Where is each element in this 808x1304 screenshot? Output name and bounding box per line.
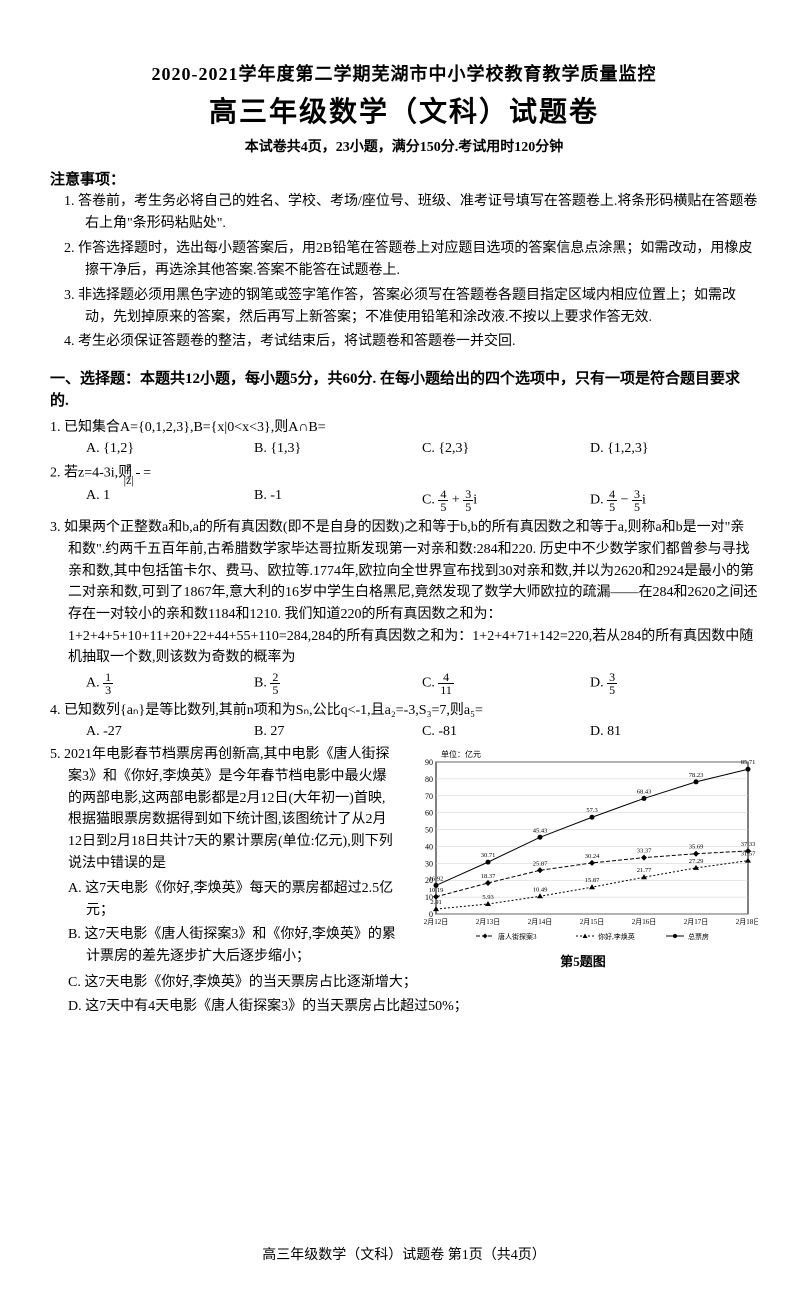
q5-container: 5. 2021年电影春节档票房再创新高,其中电影《唐人街探案3》和《你好,李焕英…: [50, 744, 758, 970]
question-4: 4. 已知数列{aₙ}是等比数列,其前n项和为Sₙ,公比q<-1,且a₂=-3,…: [50, 700, 758, 722]
chart-caption: 第5题图: [408, 951, 758, 970]
q4-opt-d: D. 81: [590, 724, 758, 740]
q4-options: A. -27 B. 27 C. -81 D. 81: [50, 724, 758, 740]
svg-text:70: 70: [425, 792, 433, 801]
svg-text:10.49: 10.49: [533, 887, 548, 894]
q2-suffix: =: [143, 466, 151, 481]
svg-text:16.92: 16.92: [429, 876, 444, 883]
notice-item-4: 4. 考生必须保证答题卷的整洁，考试结束后，将试题卷和答题卷一并交回.: [50, 331, 758, 353]
svg-text:单位：亿元: 单位：亿元: [441, 749, 481, 759]
q1-opt-d: D. {1,2,3}: [590, 441, 758, 457]
svg-text:2月16日: 2月16日: [632, 918, 657, 926]
svg-text:2月18日: 2月18日: [736, 918, 758, 926]
svg-text:30.24: 30.24: [585, 853, 600, 860]
notice-header: 注意事项：: [50, 168, 758, 189]
q2-opt-d: D. 45 − 35i: [590, 488, 758, 513]
page-header: 2020-2021学年度第二学期芜湖市中小学校教育教学质量监控 高三年级数学（文…: [50, 60, 758, 156]
q5-opt-c: C. 这7天电影《你好,李焕英》的当天票房占比逐渐增大；: [50, 972, 758, 994]
question-5: 5. 2021年电影春节档票房再创新高,其中电影《唐人街探案3》和《你好,李焕英…: [50, 744, 398, 970]
q1-opt-a: A. {1,2}: [86, 441, 254, 457]
subtitle: 本试卷共4页，23小题，满分150分.考试用时120分钟: [50, 136, 758, 156]
svg-text:唐人街探案3: 唐人街探案3: [498, 932, 537, 941]
notice-item-3: 3. 非选择题必须用黑色字迹的钢笔或签字笔作答，答案必须写在答题卷各题目指定区域…: [50, 285, 758, 330]
q2-frac: z̄|z|: [136, 461, 140, 486]
question-1: 1. 已知集合A={0,1,2,3},B={x|0<x<3},则A∩B=: [50, 417, 758, 439]
q3-opt-a: A. 13: [86, 671, 254, 696]
svg-text:30.71: 30.71: [481, 852, 496, 859]
q2-opt-b: B. -1: [254, 488, 422, 513]
notice-item-2: 2. 作答选择题时，选出每小题答案后，用2B铅笔在答题卷上对应题目选项的答案信息…: [50, 238, 758, 283]
q5-opt-a: A. 这7天电影《你好,李焕英》每天的票房都超过2.5亿元；: [68, 878, 398, 921]
title-line2: 高三年级数学（文科）试题卷: [50, 90, 758, 130]
svg-text:33.37: 33.37: [637, 848, 652, 855]
svg-text:80: 80: [425, 775, 433, 784]
svg-text:78.23: 78.23: [689, 772, 704, 779]
svg-text:37.33: 37.33: [741, 841, 756, 848]
q2-opt-a: A. 1: [86, 488, 254, 513]
svg-text:2月17日: 2月17日: [684, 918, 709, 926]
svg-text:2月14日: 2月14日: [528, 918, 553, 926]
q4-opt-a: A. -27: [86, 724, 254, 740]
svg-text:2.91: 2.91: [430, 899, 441, 906]
svg-text:你好,李焕英: 你好,李焕英: [598, 932, 635, 941]
q2-opt-c: C. 45 + 35i: [422, 488, 590, 513]
q4-opt-c: C. -81: [422, 724, 590, 740]
svg-text:2月13日: 2月13日: [476, 918, 501, 926]
q2-options: A. 1 B. -1 C. 45 + 35i D. 45 − 35i: [50, 488, 758, 513]
svg-text:45.43: 45.43: [533, 828, 548, 835]
svg-text:40: 40: [425, 843, 433, 852]
q2-prefix: 2. 若z=4-3i,则: [50, 466, 132, 481]
svg-text:15.87: 15.87: [585, 878, 600, 885]
svg-text:90: 90: [425, 758, 433, 767]
page-footer: 高三年级数学（文科）试题卷 第1页（共4页）: [0, 1244, 808, 1264]
chart-svg: 0102030405060708090单位：亿元2月12日2月13日2月14日2…: [408, 744, 758, 944]
svg-text:50: 50: [425, 826, 433, 835]
q3-opt-c: C. 411: [422, 671, 590, 696]
title-line1: 2020-2021学年度第二学期芜湖市中小学校教育教学质量监控: [50, 60, 758, 86]
svg-text:18.37: 18.37: [481, 873, 496, 880]
q5-chart: 0102030405060708090单位：亿元2月12日2月13日2月14日2…: [408, 744, 758, 970]
svg-text:30: 30: [425, 860, 433, 869]
q1-opt-b: B. {1,3}: [254, 441, 422, 457]
q3-opt-d: D. 35: [590, 671, 758, 696]
svg-text:85.71: 85.71: [741, 760, 756, 767]
svg-text:21.77: 21.77: [637, 868, 652, 875]
question-3: 3. 如果两个正整数a和b,a的所有真因数(即不是自身的因数)之和等于b,b的所…: [50, 517, 758, 669]
q5-opt-d: D. 这7天中有4天电影《唐人街探案3》的当天票房占比超过50%；: [50, 996, 758, 1018]
svg-text:10.19: 10.19: [429, 887, 444, 894]
svg-text:35.69: 35.69: [689, 844, 704, 851]
svg-text:5.93: 5.93: [482, 894, 493, 901]
section1-header: 一、选择题：本题共12小题，每小题5分，共60分. 在每小题给出的四个选项中，只…: [50, 368, 758, 413]
svg-text:68.43: 68.43: [637, 789, 652, 796]
svg-text:57.3: 57.3: [586, 808, 597, 815]
svg-text:31.57: 31.57: [741, 851, 756, 858]
q4-opt-b: B. 27: [254, 724, 422, 740]
q5-opt-b: B. 这7天电影《唐人街探案3》和《你好,李焕英》的累计票房的差先逐步扩大后逐步…: [68, 924, 398, 967]
q3-options: A. 13 B. 25 C. 411 D. 35: [50, 671, 758, 696]
svg-text:25.87: 25.87: [533, 861, 548, 868]
notice-item-1: 1. 答卷前，考生务必将自己的姓名、学校、考场/座位号、班级、准考证号填写在答题…: [50, 191, 758, 236]
question-2: 2. 若z=4-3i,则 z̄|z| =: [50, 461, 758, 486]
q1-options: A. {1,2} B. {1,3} C. {2,3} D. {1,2,3}: [50, 441, 758, 457]
svg-text:60: 60: [425, 809, 433, 818]
q3-opt-b: B. 25: [254, 671, 422, 696]
svg-text:27.29: 27.29: [689, 858, 704, 865]
svg-text:2月15日: 2月15日: [580, 918, 605, 926]
q1-opt-c: C. {2,3}: [422, 441, 590, 457]
svg-text:2月12日: 2月12日: [424, 918, 449, 926]
svg-text:总票房: 总票房: [688, 932, 709, 941]
